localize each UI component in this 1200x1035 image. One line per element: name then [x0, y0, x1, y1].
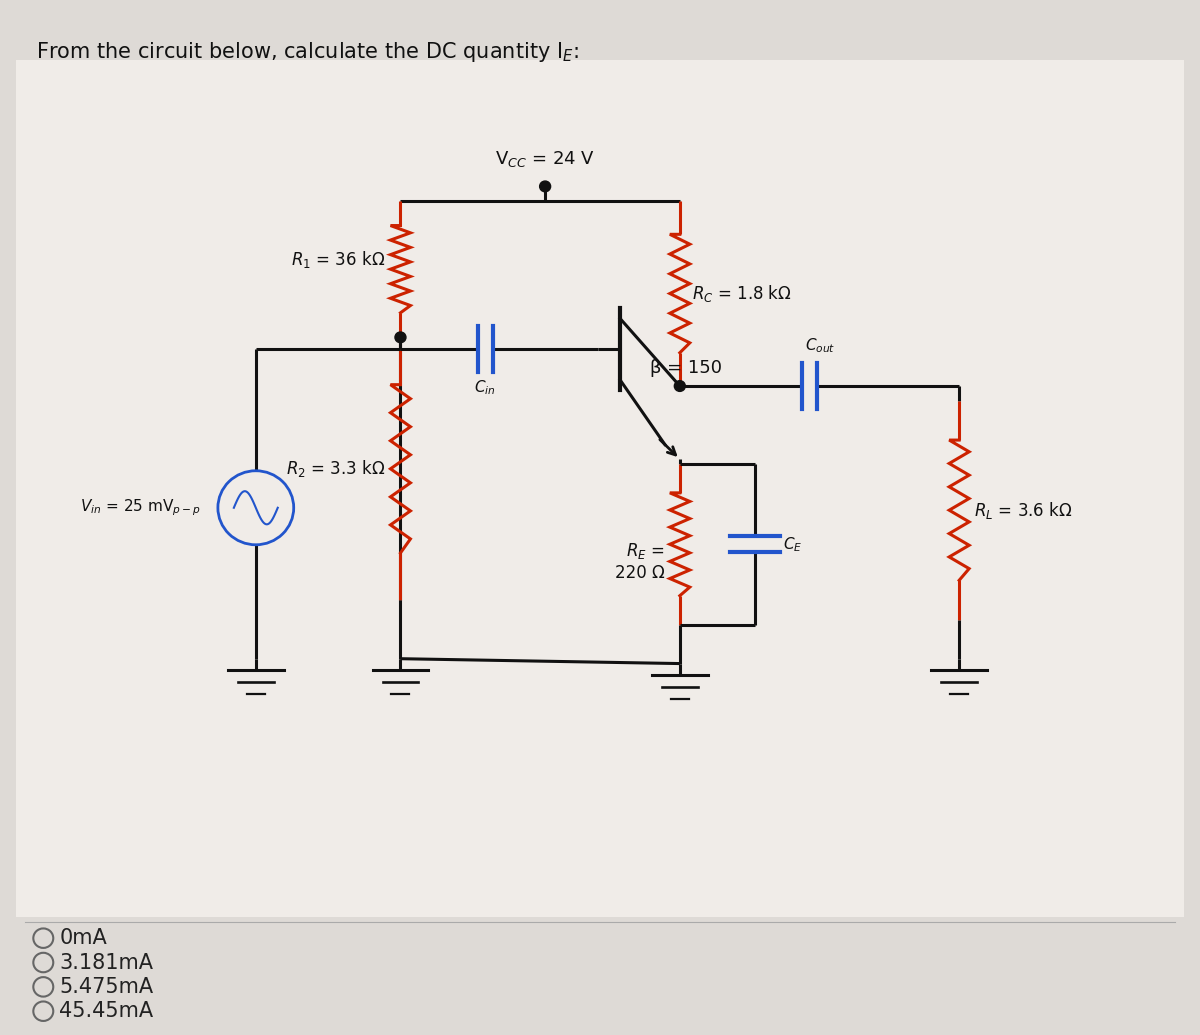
- Text: $R_L$ = 3.6 kΩ: $R_L$ = 3.6 kΩ: [974, 500, 1073, 521]
- Text: $R_2$ = 3.3 kΩ: $R_2$ = 3.3 kΩ: [286, 459, 385, 479]
- Text: 3.181mA: 3.181mA: [59, 952, 154, 973]
- Text: $R_1$ = 36 kΩ: $R_1$ = 36 kΩ: [292, 249, 385, 270]
- FancyBboxPatch shape: [17, 60, 1183, 917]
- Text: 0mA: 0mA: [59, 928, 107, 948]
- Text: $C_{out}$: $C_{out}$: [804, 336, 835, 355]
- Circle shape: [395, 332, 406, 343]
- Circle shape: [674, 381, 685, 391]
- Text: 5.475mA: 5.475mA: [59, 977, 154, 997]
- Text: V$_{CC}$ = 24 V: V$_{CC}$ = 24 V: [496, 149, 595, 169]
- Circle shape: [540, 181, 551, 191]
- Text: β = 150: β = 150: [650, 359, 722, 377]
- Text: From the circuit below, calculate the DC quantity I$_E$:: From the circuit below, calculate the DC…: [36, 40, 580, 64]
- Text: $V_{in}$ = 25 mV$_{p-p}$: $V_{in}$ = 25 mV$_{p-p}$: [80, 498, 200, 519]
- Text: $R_E$ =
220 Ω: $R_E$ = 220 Ω: [616, 541, 665, 582]
- Text: $R_C$ = 1.8 kΩ: $R_C$ = 1.8 kΩ: [691, 283, 792, 304]
- Text: $C_E$: $C_E$: [782, 535, 802, 554]
- Text: 45.45mA: 45.45mA: [59, 1001, 154, 1022]
- Text: $C_{in}$: $C_{in}$: [474, 378, 496, 397]
